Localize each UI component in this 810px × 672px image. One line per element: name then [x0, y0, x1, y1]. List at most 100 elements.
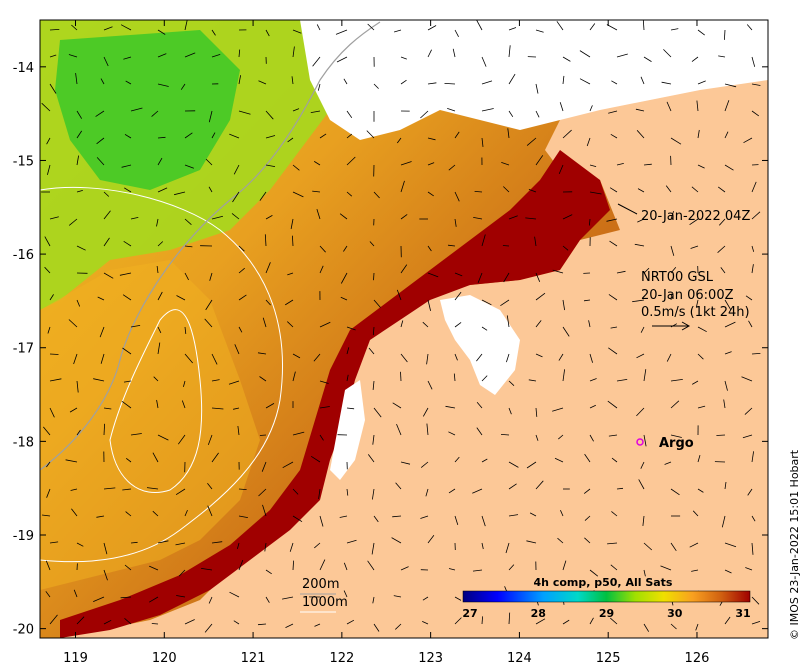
colorbar-tick-label: 31	[735, 607, 750, 620]
current-vector	[535, 110, 540, 118]
current-vector	[559, 102, 564, 112]
current-vector	[319, 321, 331, 328]
current-vector	[49, 541, 59, 544]
current-vector	[670, 623, 677, 630]
current-vector	[476, 20, 483, 31]
current-vector	[427, 191, 434, 197]
current-vector	[346, 407, 355, 410]
current-vector	[670, 28, 679, 31]
lat-tick-label: -14	[13, 61, 34, 76]
current-vector	[76, 155, 79, 166]
current-vector	[231, 213, 240, 220]
current-vector	[697, 326, 707, 333]
current-vector	[448, 431, 456, 436]
current-vector	[422, 621, 429, 625]
current-vector	[608, 110, 618, 114]
current-vector	[285, 623, 294, 628]
current-vector	[552, 407, 564, 412]
current-vector	[589, 569, 599, 577]
current-vector	[157, 53, 167, 58]
current-vector	[262, 504, 267, 517]
current-vector	[670, 434, 682, 438]
current-vector	[525, 217, 537, 220]
current-vector	[664, 461, 672, 465]
current-vector	[44, 236, 51, 247]
current-vector	[130, 107, 143, 112]
current-vector	[422, 407, 429, 417]
current-vector	[103, 407, 112, 410]
current-vector	[508, 461, 519, 468]
current-vector	[746, 24, 753, 31]
current-vector	[157, 540, 169, 544]
current-vector	[184, 272, 189, 281]
current-vector	[558, 434, 564, 440]
current-vector	[554, 457, 564, 463]
current-vector	[535, 434, 539, 441]
current-vector	[691, 186, 699, 193]
current-vector	[71, 508, 78, 517]
current-vector	[211, 54, 221, 58]
current-vector	[76, 190, 83, 193]
lon-tick-label: 121	[241, 651, 266, 666]
current-vector	[608, 347, 618, 355]
current-vector	[228, 380, 240, 385]
current-vector	[589, 353, 593, 363]
current-vector	[208, 186, 213, 193]
current-vector	[589, 164, 597, 167]
current-vector	[534, 236, 537, 247]
current-vector	[666, 101, 672, 112]
current-vector	[125, 457, 132, 463]
current-vector	[49, 378, 62, 382]
current-vector	[400, 461, 411, 465]
current-vector	[427, 82, 437, 85]
current-vector	[508, 380, 515, 386]
current-vector	[373, 515, 379, 523]
current-vector	[474, 191, 483, 193]
cool-water-core	[55, 30, 240, 190]
current-vector	[130, 433, 142, 436]
current-vector	[742, 434, 753, 439]
current-vector	[481, 137, 484, 147]
current-vector	[643, 542, 653, 551]
current-vector	[454, 322, 462, 328]
current-vector	[316, 24, 321, 31]
current-vector	[369, 241, 375, 247]
current-vector	[505, 542, 510, 554]
current-vector	[508, 73, 516, 85]
current-vector	[609, 240, 618, 247]
current-vector	[46, 488, 51, 498]
colorbar-title: 4h comp, p50, All Sats	[534, 576, 673, 589]
current-vector	[481, 80, 493, 85]
current-vector	[69, 407, 78, 413]
current-vector	[696, 100, 699, 112]
current-vector	[340, 296, 348, 301]
current-vector	[93, 596, 105, 602]
current-vector	[751, 353, 761, 355]
current-vector	[258, 488, 267, 497]
current-vector	[588, 320, 591, 328]
current-vector	[528, 189, 537, 193]
current-vector	[724, 131, 729, 139]
current-vector	[744, 407, 753, 415]
current-vector	[724, 29, 726, 40]
current-vector	[508, 110, 514, 118]
current-vector	[481, 108, 494, 112]
current-vector	[103, 237, 110, 247]
current-vector	[562, 245, 569, 251]
current-vector	[697, 80, 706, 85]
current-vector	[336, 56, 348, 63]
current-vector	[204, 623, 213, 633]
current-vector	[751, 56, 756, 67]
current-vector	[184, 52, 196, 58]
current-vector	[663, 49, 672, 58]
current-vector	[610, 564, 618, 571]
current-vectors	[41, 20, 761, 633]
current-vector	[751, 264, 754, 274]
current-vector	[665, 185, 672, 193]
current-vector	[41, 102, 51, 112]
current-vector	[562, 560, 567, 571]
current-vector	[526, 461, 537, 469]
current-vector	[100, 78, 105, 85]
current-vector	[157, 326, 162, 334]
current-vector	[319, 265, 324, 274]
